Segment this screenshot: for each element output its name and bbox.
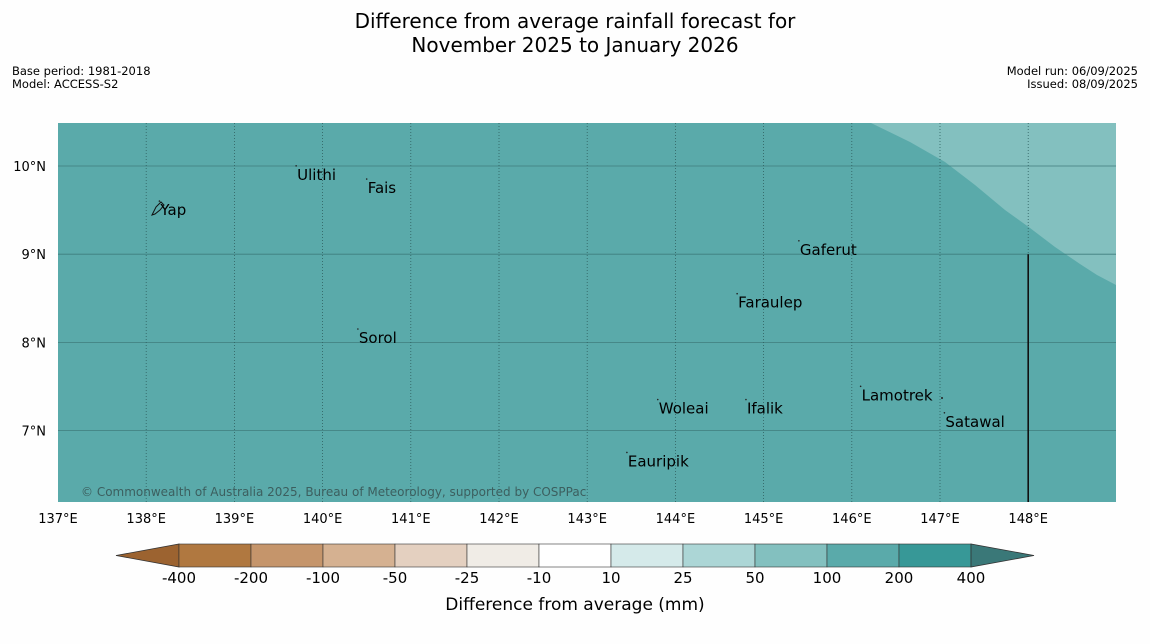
colorbar-segment [250,543,324,568]
place-marker [357,328,359,330]
lon-tick-label: 139°E [215,512,255,527]
place-marker [745,398,747,401]
rainfall-region-lighter [871,123,1116,285]
map-title: Difference from average rainfall forecas… [0,9,1150,57]
place-label: Woleai [659,400,709,418]
colorbar-segment [898,543,972,568]
colorbar-title: Difference from average (mm) [445,595,704,615]
colorbar: -400 -200 -100 -50 -25 -10 10 25 50 100 200 400 Diff… [115,543,1035,615]
colorbar-tick-label: -50 [383,569,408,587]
place-marker [656,398,659,401]
base-period: Base period: 1981-2018 [12,64,151,78]
lon-tick-label: 137°E [38,512,78,527]
place-marker [295,165,297,167]
place-label: Ulithi [297,166,336,184]
place-label: Ifalik [747,400,783,418]
model-run: Model run: 06/09/2025 [1006,64,1138,78]
place-label: Satawal [945,413,1004,431]
lat-tick-label: 8°N [22,336,47,351]
lon-tick-label: 142°E [479,512,519,527]
place-marker [365,178,368,180]
colorbar-tick-label: 10 [601,569,620,587]
title-line-2: November 2025 to January 2026 [411,33,739,57]
place-label: Eauripik [628,452,689,470]
colorbar-tick-label: -10 [527,569,552,587]
place-marker [158,200,161,202]
lon-tick-label: 147°E [920,512,960,527]
place-label: Yap [159,201,186,219]
model-name: Model: ACCESS-S2 [12,77,119,91]
map-area: 10°N 9°N 8°N 7°N 137°E 138°E 139°E 140°E 141°E 14… [13,123,1116,527]
meta-left: Base period: 1981-2018 Model: ACCESS-S2 [12,65,151,91]
colorbar-tick-label: -200 [234,569,268,587]
copyright-text: © Commonwealth of Australia 2025, Bureau… [81,485,586,499]
place-label: Sorol [359,329,397,347]
place-label: Fais [368,179,397,197]
lon-tick-label: 143°E [567,512,607,527]
colorbar-segment [826,543,900,568]
meta-right: Model run: 06/09/2025 Issued: 08/09/2025 [1007,65,1138,91]
islet-marker [941,397,943,399]
colorbar-segment [466,543,540,568]
lon-tick-label: 146°E [832,512,872,527]
place-marker [943,411,946,414]
lon-tick-label: 141°E [391,512,431,527]
colorbar-segment [682,543,756,568]
colorbar-tick-label: 100 [813,569,842,587]
colorbar-tick-label: 400 [957,569,986,587]
lon-tick-label: 138°E [126,512,166,527]
lon-tick-label: 140°E [303,512,343,527]
colorbar-segment [754,543,828,568]
colorbar-segment [610,543,684,568]
colorbar-segment [394,543,468,568]
colorbar-segment [322,543,396,568]
place-marker [736,292,738,295]
colorbar-extend-high [970,543,1035,568]
lon-tick-label: 144°E [656,512,696,527]
colorbar-segment [538,543,612,568]
place-label: Lamotrek [862,386,933,404]
yap-island-icon [151,201,165,216]
colorbar-segment [178,543,252,568]
lat-tick-label: 7°N [22,425,47,440]
colorbar-tick-label: 25 [673,569,692,587]
colorbar-tick-label: 50 [745,569,764,587]
place-marker [859,385,862,388]
colorbar-tick-label: -400 [162,569,196,587]
place-marker [798,239,800,242]
colorbar-tick-label: -25 [455,569,480,587]
place-label: Faraulep [738,294,802,312]
issued-date: Issued: 08/09/2025 [1027,77,1138,91]
colorbar-tick-label: 200 [885,569,914,587]
lat-tick-label: 10°N [13,160,46,175]
colorbar-tick-label: -100 [306,569,340,587]
lon-tick-label: 148°E [1008,512,1048,527]
title-line-1: Difference from average rainfall forecas… [354,9,796,33]
place-label: Gaferut [800,241,857,259]
lon-tick-label: 145°E [744,512,784,527]
lat-tick-label: 9°N [22,248,47,263]
colorbar-extend-low [115,543,180,568]
place-marker [626,451,628,454]
